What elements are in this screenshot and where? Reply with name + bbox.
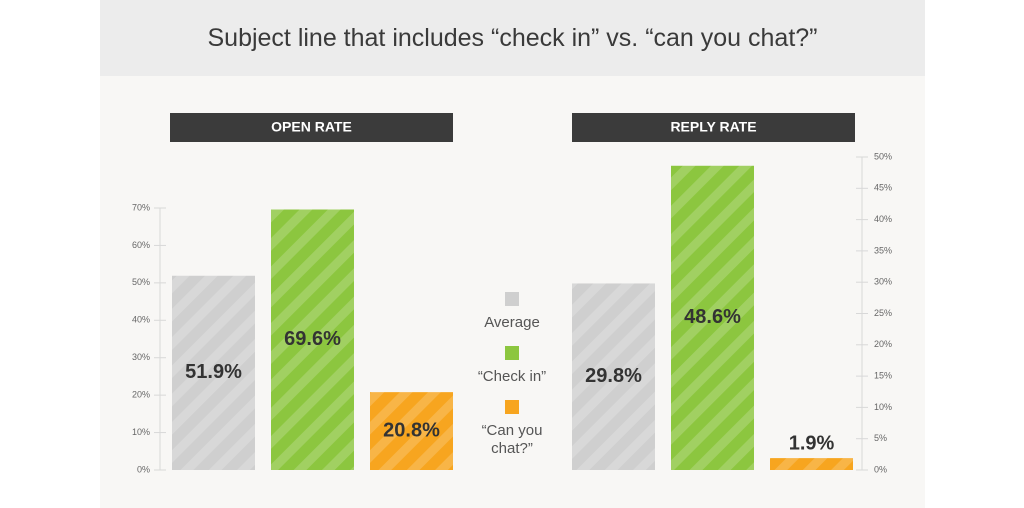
bar <box>572 283 655 470</box>
y-tick-label: 0% <box>137 464 150 474</box>
legend-label: Average <box>484 314 540 331</box>
legend-swatch <box>505 400 519 414</box>
y-tick-label: 0% <box>874 464 887 474</box>
legend-entry: Average <box>462 292 562 332</box>
y-tick-label: 50% <box>874 151 892 161</box>
chart-title: OPEN RATE <box>271 119 352 135</box>
y-tick-label: 30% <box>132 352 150 362</box>
y-tick-label: 60% <box>132 240 150 250</box>
y-tick-label: 35% <box>874 245 892 255</box>
y-tick-label: 50% <box>132 277 150 287</box>
legend-entry: “Check in” <box>462 346 562 386</box>
value-label: 29.8% <box>585 365 642 387</box>
y-tick-label: 40% <box>874 214 892 224</box>
bar <box>770 458 853 470</box>
y-tick-label: 20% <box>874 339 892 349</box>
y-tick-label: 70% <box>132 202 150 212</box>
bar <box>271 209 354 471</box>
legend-label: “Can you chat?” <box>481 422 543 457</box>
y-tick-label: 15% <box>874 370 892 380</box>
y-tick-label: 20% <box>132 390 150 400</box>
value-label: 69.6% <box>284 328 341 350</box>
y-tick-label: 30% <box>874 277 892 287</box>
bar <box>172 275 255 470</box>
legend-swatch <box>505 292 519 306</box>
value-label: 51.9% <box>185 361 242 383</box>
value-label: 48.6% <box>684 306 741 328</box>
legend-entry: “Can you chat?” <box>462 400 562 458</box>
bar <box>370 392 453 470</box>
header-box <box>572 113 855 142</box>
y-tick-label: 45% <box>874 183 892 193</box>
legend-swatch <box>505 346 519 360</box>
y-tick-label: 25% <box>874 308 892 318</box>
y-tick-label: 5% <box>874 433 887 443</box>
title-band <box>100 0 925 76</box>
value-label: 1.9% <box>789 432 835 454</box>
legend-label: “Check in” <box>477 368 547 385</box>
header-box <box>170 113 453 142</box>
bar <box>671 165 754 470</box>
y-tick-label: 10% <box>874 402 892 412</box>
page-title: Subject line that includes “check in” vs… <box>207 24 818 52</box>
y-tick-label: 40% <box>132 315 150 325</box>
chart-title: REPLY RATE <box>670 119 756 135</box>
value-label: 20.8% <box>383 419 440 441</box>
y-tick-label: 10% <box>132 427 150 437</box>
